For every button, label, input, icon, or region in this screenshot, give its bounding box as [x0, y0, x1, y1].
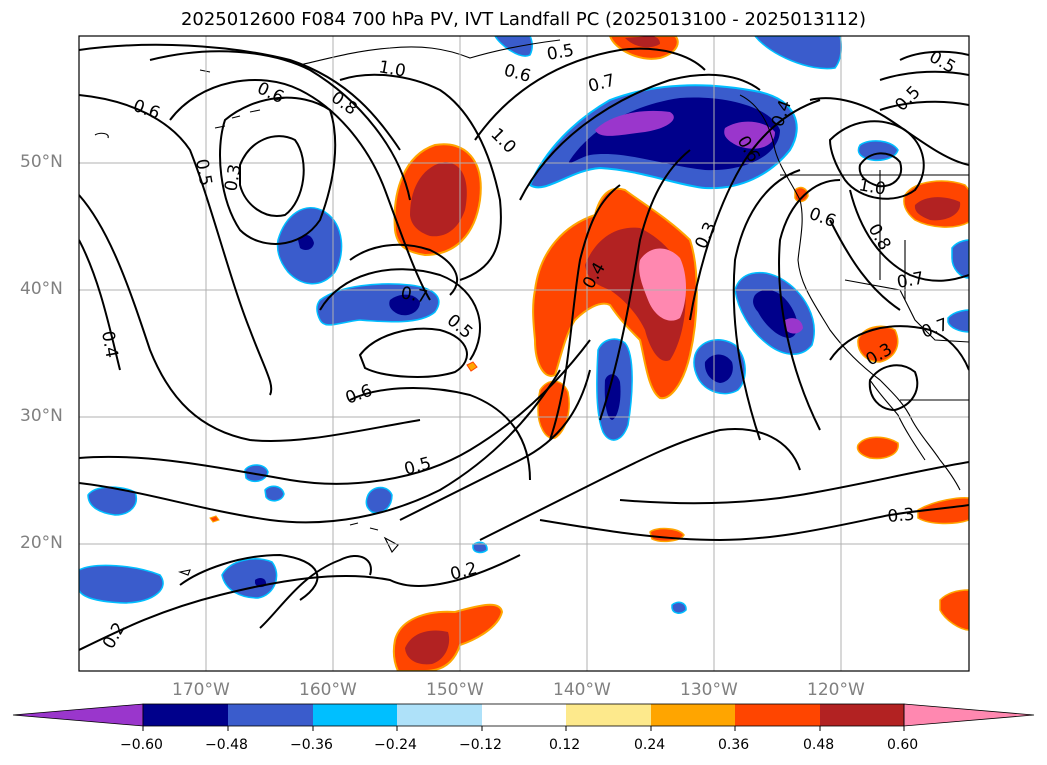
colorbar-tick: 0.12 — [549, 737, 581, 753]
contour-label: 0.6 — [343, 381, 375, 409]
pv-contours — [79, 43, 969, 651]
colorbar — [12, 703, 1035, 731]
colorbar-segment — [143, 704, 228, 726]
colorbar-extend-right — [903, 703, 1035, 727]
colorbar-segment — [735, 704, 820, 726]
gridlines — [79, 36, 969, 671]
lon-label-160w: 160°W — [299, 680, 357, 700]
lat-label-40n: 40°N — [20, 279, 63, 299]
contour-label: 0.5 — [402, 454, 433, 480]
lat-label-30n: 30°N — [20, 406, 63, 426]
contour-label: 0.5 — [545, 41, 575, 65]
contour-label: 0.4 — [97, 329, 121, 359]
contour-label: 0.7 — [399, 283, 429, 307]
colorbar-segment — [566, 704, 651, 726]
contour-label: 0.3 — [221, 163, 245, 193]
contour-label: 0.7 — [895, 269, 925, 293]
lon-label-150w: 150°W — [426, 680, 484, 700]
lon-label-170w: 170°W — [172, 680, 230, 700]
contour-label: 0.7 — [586, 71, 617, 97]
colorbar-segment — [820, 704, 904, 726]
colorbar-segment — [651, 704, 735, 726]
colorbar-segment — [228, 704, 313, 726]
colorbar-tick: 0.60 — [887, 737, 919, 753]
contour-label: 1.0 — [486, 124, 519, 157]
contour-label: 0.5 — [191, 157, 215, 187]
coastlines — [94, 39, 969, 576]
colorbar-tick: −0.48 — [205, 737, 248, 753]
lon-label-130w: 130°W — [680, 680, 738, 700]
lat-label-20n: 20°N — [20, 533, 63, 553]
contour-label: 0.2 — [448, 559, 479, 585]
contour-label: 1.0 — [857, 175, 887, 199]
contour-label: 0.6 — [502, 61, 533, 87]
colorbar-segment — [313, 704, 397, 726]
map-title: 2025012600 F084 700 hPa PV, IVT Landfall… — [180, 9, 867, 30]
colorbar-tick: 0.36 — [718, 737, 750, 753]
colorbar-tick: −0.12 — [459, 737, 502, 753]
lat-label-50n: 50°N — [20, 152, 63, 172]
colorbar-extend-left — [12, 703, 144, 727]
contour-label: 0.8 — [864, 221, 895, 254]
colorbar-tick: −0.36 — [290, 737, 333, 753]
shaded-anomalies — [79, 36, 969, 671]
lon-label-120w: 120°W — [807, 680, 865, 700]
colorbar-segment — [397, 704, 482, 726]
colorbar-tick: −0.60 — [120, 737, 163, 753]
lon-label-140w: 140°W — [553, 680, 611, 700]
contour-label: 1.0 — [377, 57, 407, 81]
contour-label: 0.3 — [887, 505, 916, 527]
colorbar-tick: 0.48 — [803, 737, 835, 753]
contour-label: 0.5 — [443, 311, 477, 344]
contour-label: 0.2 — [99, 619, 130, 652]
contour-labels: 1.0 0.6 0.6 0.8 0.5 0.3 0.6 0.5 0.7 1.0 … — [97, 41, 959, 653]
plot-frame — [78, 35, 970, 672]
colorbar-tick: 0.24 — [634, 737, 666, 753]
contour-label: 0.3 — [691, 219, 721, 252]
colorbar-segment — [482, 704, 566, 726]
colorbar-tick: −0.24 — [374, 737, 417, 753]
contour-label: 0.5 — [891, 82, 924, 115]
